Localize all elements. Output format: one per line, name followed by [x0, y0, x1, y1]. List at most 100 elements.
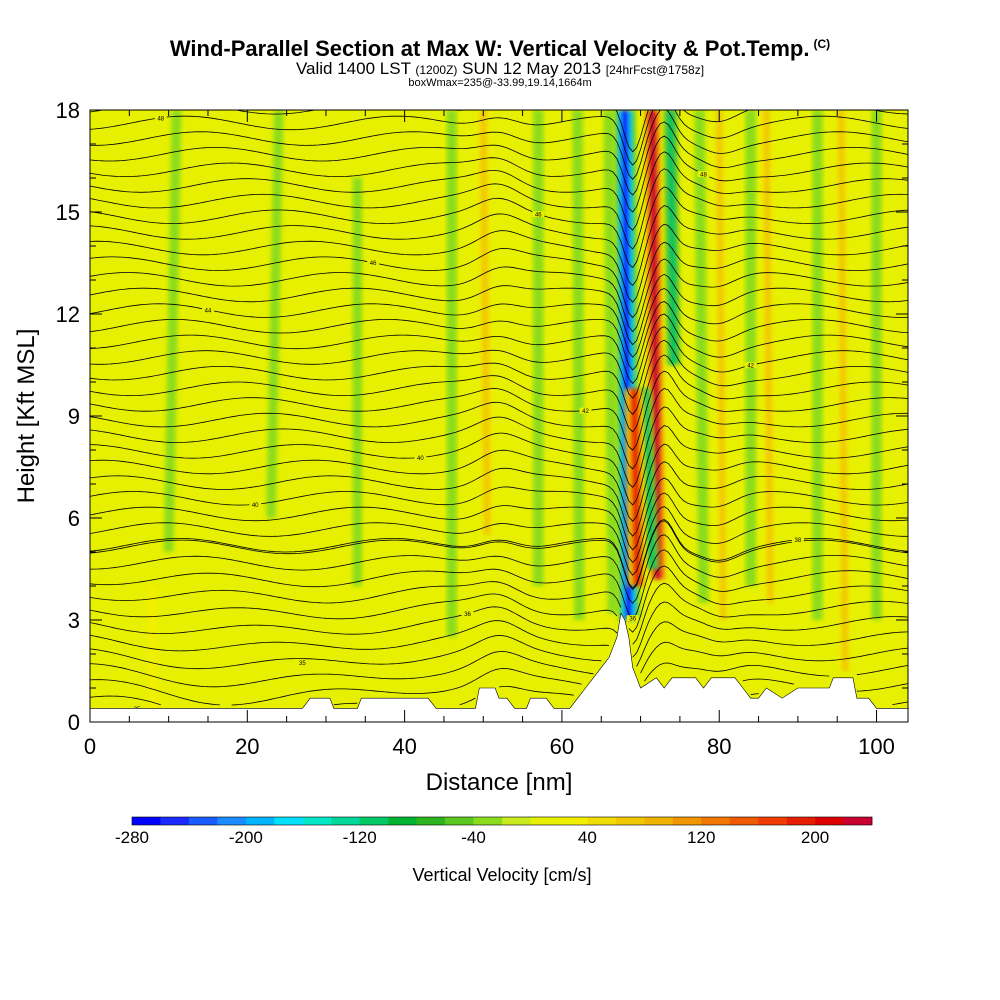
colorbar-tick-label: -280 — [115, 828, 149, 847]
velocity-band — [835, 110, 852, 671]
isentrope-label-bg — [791, 536, 804, 543]
isentrope-label: 40 — [417, 456, 424, 462]
isentrope-line — [90, 326, 908, 399]
velocity-band — [812, 110, 823, 620]
isentrope-line — [90, 205, 908, 287]
isentrope-line — [90, 110, 908, 180]
velocity-band — [352, 178, 363, 586]
isentrope-label: 40 — [252, 503, 259, 509]
velocity-band — [572, 110, 585, 620]
velocity-band — [624, 388, 647, 586]
isentrope-label-bg — [744, 362, 757, 369]
isentrope-label-bg — [532, 211, 545, 218]
x-tick-label: 0 — [84, 734, 96, 759]
isentrope-line — [90, 620, 908, 667]
x-tick-label: 100 — [858, 734, 895, 759]
colorbar-swatch — [786, 817, 816, 825]
isentrope-line — [90, 135, 908, 213]
velocity-band — [533, 110, 544, 586]
isentrope-line — [90, 461, 908, 537]
colorbar-swatch — [331, 817, 360, 825]
velocity-contour — [631, 388, 641, 586]
isentrope-label: 46 — [535, 213, 542, 219]
title-main: Wind-Parallel Section at Max W: Vertical… — [169, 36, 810, 61]
velocity-contour — [871, 110, 882, 620]
isentrope-label: 42 — [747, 364, 754, 370]
velocity-band — [662, 110, 682, 365]
terrain-mask — [90, 612, 908, 722]
colorbar-tick-label: 200 — [801, 828, 829, 847]
isentrope-label: 44 — [205, 308, 212, 314]
x-axis-label: Distance [nm] — [426, 769, 573, 796]
isentrope-label-bg — [626, 615, 639, 622]
isentrope-label-bg — [461, 610, 474, 617]
colorbar: -280 -200 -120 -40 40 120 200 Vertical Velocity… — [115, 816, 873, 885]
colorbar-swatch — [672, 817, 702, 825]
isentrope-line — [90, 406, 908, 488]
isentrope-label-bg — [154, 114, 167, 121]
isentrope-line — [90, 223, 908, 303]
colorbar-swatch — [302, 817, 332, 825]
velocity-band — [871, 110, 882, 620]
isentrope-line — [90, 241, 908, 319]
velocity-band — [603, 110, 619, 614]
isentrope-line — [90, 443, 908, 522]
colorbar-tick-label: -120 — [343, 828, 377, 847]
velocity-contour — [603, 110, 619, 614]
colorbar-swatch — [473, 817, 503, 825]
chart-subtitle: Valid 1400 LST (1200Z) SUN 12 May 2013 [… — [0, 59, 1000, 79]
colorbar-swatch — [729, 817, 759, 825]
y-tick-label: 0 — [68, 710, 80, 735]
isentrope-line — [90, 477, 908, 551]
velocity-contour — [812, 110, 823, 620]
isentrope-line — [90, 110, 908, 166]
velocity-band — [713, 110, 729, 620]
velocity-contour — [163, 110, 182, 552]
colorbar-swatch — [502, 817, 531, 825]
isentrope-line — [90, 273, 908, 346]
y-tick-label: 18 — [56, 98, 80, 123]
velocity-contour — [694, 110, 709, 603]
colorbar-swatch — [558, 817, 588, 825]
isentrope-line — [90, 549, 908, 619]
isentrope-label: 42 — [582, 409, 589, 415]
colorbar-swatch — [188, 817, 218, 825]
velocity-band — [163, 110, 182, 552]
isentrope-line — [90, 582, 908, 645]
colorbar-tick-label: 120 — [687, 828, 715, 847]
isentrope-label-bg — [296, 659, 309, 666]
copyright-mark: (C) — [813, 36, 831, 51]
y-tick-label: 15 — [56, 200, 80, 225]
colorbar-label: Vertical Velocity [cm/s] — [412, 865, 591, 885]
velocity-band — [446, 110, 457, 637]
colorbar-swatch — [843, 817, 873, 825]
isentrope-label-bg — [367, 259, 380, 266]
y-tick-label: 12 — [56, 302, 80, 327]
isentrope-line — [90, 168, 908, 250]
colorbar-swatch — [274, 817, 304, 825]
y-axis-label: Height [Kft MSL] — [13, 329, 40, 504]
x-tick-label: 80 — [707, 734, 731, 759]
x-tick-label: 60 — [550, 734, 574, 759]
isentrope-line — [90, 151, 908, 231]
isentrope-label: 48 — [700, 173, 707, 179]
velocity-contour — [266, 110, 284, 518]
velocity-contour — [837, 110, 849, 671]
chart-title: Wind-Parallel Section at Max W: Vertical… — [0, 36, 1000, 62]
colorbar-swatch — [758, 817, 787, 825]
isentrope-label: 48 — [157, 116, 164, 122]
isentrope-line — [90, 534, 908, 604]
isentrope-line — [90, 258, 908, 333]
valid-zulu: (1200Z) — [415, 63, 458, 77]
colorbar-swatch — [587, 817, 617, 825]
isentrope-line — [90, 186, 908, 269]
isentrope-line — [90, 518, 908, 589]
colorbar-swatch — [416, 817, 446, 825]
isentrope-label-bg — [697, 171, 710, 178]
velocity-band — [694, 110, 709, 603]
isentrope-line — [90, 686, 908, 706]
colorbar-tick-label: -40 — [461, 828, 486, 847]
colorbar-swatch — [615, 817, 645, 825]
